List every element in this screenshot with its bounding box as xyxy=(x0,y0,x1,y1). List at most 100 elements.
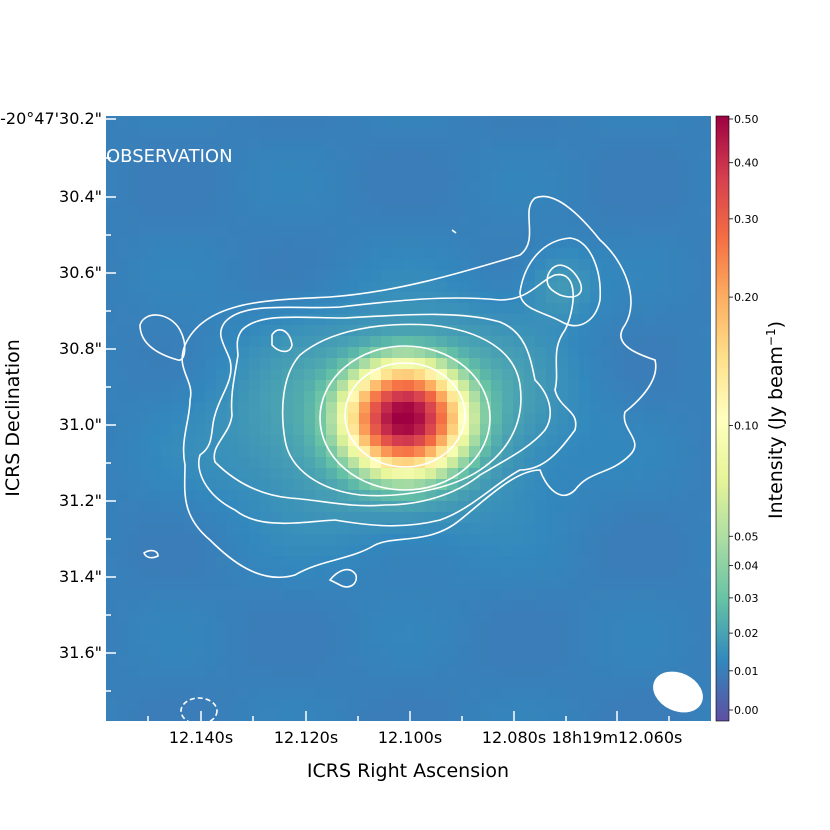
heatmap-cell xyxy=(128,457,140,469)
heatmap-cell xyxy=(271,292,283,304)
heatmap-cell xyxy=(183,534,195,546)
heatmap-cell xyxy=(612,578,624,590)
heatmap-cell xyxy=(480,116,492,128)
heatmap-cell xyxy=(480,578,492,590)
heatmap-cell xyxy=(381,248,393,260)
heatmap-cell xyxy=(568,567,580,579)
heatmap-cell xyxy=(557,534,569,546)
heatmap-cell xyxy=(458,160,470,172)
heatmap-cell xyxy=(326,358,338,370)
heatmap-cell xyxy=(326,248,338,260)
contour-island-small xyxy=(143,549,159,559)
heatmap-cell xyxy=(348,633,360,645)
heatmap-cell xyxy=(172,171,184,183)
heatmap-cell xyxy=(524,116,536,128)
heatmap-cell xyxy=(194,512,206,524)
heatmap-cell xyxy=(436,677,448,689)
heatmap-cell xyxy=(612,149,624,161)
heatmap-cell xyxy=(590,666,602,678)
heatmap-cell xyxy=(623,589,635,601)
heatmap-cell xyxy=(678,501,690,513)
heatmap-cell xyxy=(128,303,140,315)
heatmap-cell xyxy=(183,655,195,667)
heatmap-cell xyxy=(238,160,250,172)
heatmap-cell xyxy=(194,534,206,546)
heatmap-cell xyxy=(524,677,536,689)
heatmap-cell xyxy=(205,182,217,194)
heatmap-cell xyxy=(282,490,294,502)
heatmap-cell xyxy=(381,127,393,139)
heatmap-cell xyxy=(249,490,261,502)
heatmap-cell xyxy=(535,325,547,337)
heatmap-cell xyxy=(469,633,481,645)
heatmap-cell xyxy=(293,314,305,326)
heatmap-cell xyxy=(249,413,261,425)
heatmap-cell xyxy=(689,523,701,535)
heatmap-cell xyxy=(491,567,503,579)
heatmap-cell xyxy=(381,699,393,711)
heatmap-cell xyxy=(568,303,580,315)
heatmap-cell xyxy=(480,138,492,150)
heatmap-cell xyxy=(304,149,316,161)
heatmap-cell xyxy=(293,292,305,304)
heatmap-cell xyxy=(645,611,657,623)
heatmap-cell xyxy=(513,160,525,172)
heatmap-cell xyxy=(304,556,316,568)
heatmap-cell xyxy=(260,556,272,568)
heatmap-cell xyxy=(315,589,327,601)
heatmap-cell xyxy=(601,182,613,194)
heatmap-cell xyxy=(601,204,613,216)
heatmap-cell xyxy=(117,325,129,337)
heatmap-cell xyxy=(579,556,591,568)
heatmap-cell xyxy=(282,182,294,194)
heatmap-cell xyxy=(480,523,492,535)
heatmap-cell xyxy=(656,237,668,249)
heatmap-cell xyxy=(557,688,569,700)
heatmap-cell xyxy=(326,160,338,172)
heatmap-cell xyxy=(667,347,679,359)
heatmap-cell xyxy=(447,633,459,645)
heatmap-cell xyxy=(359,501,371,513)
heatmap-cell xyxy=(678,435,690,447)
heatmap-cell xyxy=(359,611,371,623)
heatmap-cell xyxy=(381,193,393,205)
heatmap-cell xyxy=(601,457,613,469)
heatmap-cell xyxy=(381,226,393,238)
heatmap-cell xyxy=(403,380,415,392)
heatmap-cell xyxy=(106,490,118,502)
heatmap-cell xyxy=(216,666,228,678)
heatmap-cell xyxy=(370,534,382,546)
heatmap-cell xyxy=(194,292,206,304)
heatmap-cell xyxy=(414,270,426,282)
heatmap-cell xyxy=(359,127,371,139)
heatmap-cell xyxy=(249,281,261,293)
heatmap-cell xyxy=(128,391,140,403)
heatmap-cell xyxy=(117,688,129,700)
heatmap-cell xyxy=(568,237,580,249)
heatmap-cell xyxy=(524,512,536,524)
heatmap-cell xyxy=(370,369,382,381)
heatmap-cell xyxy=(469,435,481,447)
heatmap-cell xyxy=(150,666,162,678)
heatmap-cell xyxy=(502,193,514,205)
heatmap-cell xyxy=(458,127,470,139)
heatmap-cell xyxy=(139,204,151,216)
heatmap-cell xyxy=(392,259,404,271)
heatmap-cell xyxy=(491,710,503,721)
heatmap-cell xyxy=(337,611,349,623)
heatmap-cell xyxy=(645,490,657,502)
heatmap-cell xyxy=(414,127,426,139)
heatmap-cell xyxy=(623,490,635,502)
heatmap-cell xyxy=(117,248,129,260)
heatmap-cell xyxy=(304,215,316,227)
heatmap-cell xyxy=(238,116,250,128)
heatmap-cell xyxy=(161,699,173,711)
heatmap-cell xyxy=(381,314,393,326)
heatmap-cell xyxy=(348,160,360,172)
heatmap-cell xyxy=(128,314,140,326)
heatmap-cell xyxy=(260,468,272,480)
heatmap-cell xyxy=(205,622,217,634)
heatmap-cell xyxy=(381,303,393,315)
heatmap-cell xyxy=(282,193,294,205)
heatmap-cell xyxy=(205,281,217,293)
